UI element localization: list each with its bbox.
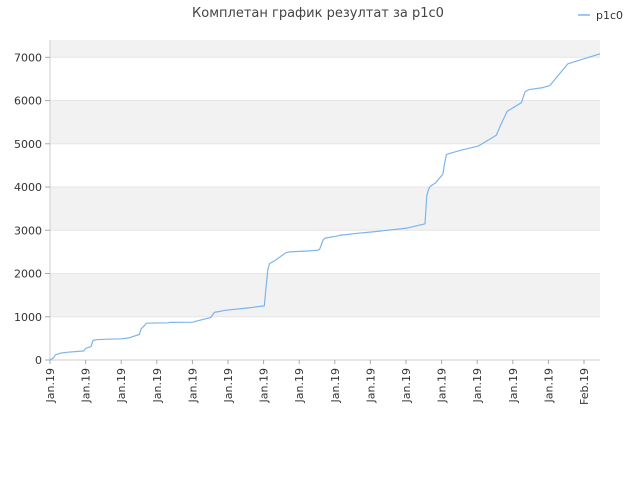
y-tick-label: 6000 — [14, 95, 42, 108]
axes — [49, 40, 600, 361]
series-line-p1c0 — [49, 53, 601, 361]
series-layer — [49, 53, 601, 361]
background-band — [50, 187, 600, 231]
x-tick-label: Jan.19 — [293, 368, 306, 403]
background-band — [50, 100, 600, 144]
legend-label: p1c0 — [596, 9, 623, 22]
x-tick-label: Jan.19 — [44, 368, 57, 403]
background-band — [50, 40, 600, 58]
x-tick-label: Jan.19 — [436, 368, 449, 403]
y-tick-label: 5000 — [14, 138, 42, 151]
x-tick-label: Jan.19 — [471, 368, 484, 403]
background-bands — [50, 40, 600, 317]
gridlines — [50, 56, 600, 361]
x-tick-label: Jan.19 — [542, 368, 555, 403]
x-tick-label: Jan.19 — [115, 368, 128, 403]
x-tick-label: Jan.19 — [329, 368, 342, 403]
y-tick-label: 0 — [35, 354, 42, 367]
x-tick-label: Jan.19 — [80, 368, 93, 403]
y-tick-label: 3000 — [14, 224, 42, 237]
y-tick-label: 7000 — [14, 51, 42, 64]
x-tick-label: Jan.19 — [507, 368, 520, 403]
x-axis-ticks: Jan.19 Jan.19 Jan.19 Jan.19 Jan.19 Jan.19 Jan.… — [44, 360, 591, 405]
chart-title: Комплетан график резултат за p1c0 — [192, 6, 444, 21]
background-band — [50, 273, 600, 317]
x-tick-label: Jan.19 — [400, 368, 413, 403]
x-tick-label: Jan.19 — [364, 368, 377, 403]
legend[interactable]: p1c0 — [578, 9, 623, 22]
y-tick-label: 1000 — [14, 311, 42, 324]
x-tick-label: Jan.19 — [186, 368, 199, 403]
y-tick-label: 4000 — [14, 181, 42, 194]
x-tick-label: Jan.19 — [258, 368, 271, 403]
x-tick-label: Jan.19 — [222, 368, 235, 403]
x-tick-label: Jan.19 — [151, 368, 164, 403]
y-axis-ticks: 0 1000 2000 3000 4000 5000 6000 7000 — [14, 51, 50, 367]
x-tick-label: Feb.19 — [578, 368, 591, 405]
y-tick-label: 2000 — [14, 268, 42, 281]
